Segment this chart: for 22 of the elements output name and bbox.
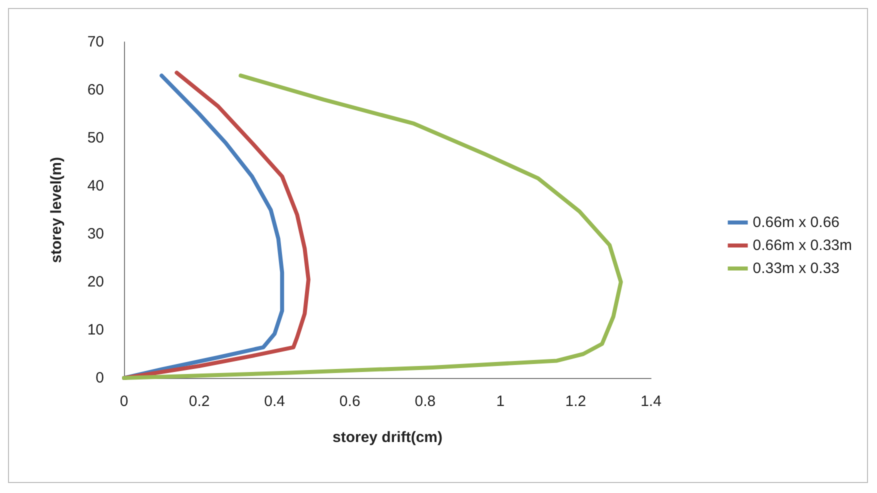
y-tick-label: 30 [87,226,104,242]
x-tick-label: 1.4 [640,393,662,410]
y-tick-label: 50 [87,130,104,146]
x-tick-label: 1 [496,393,505,410]
x-axis-title: storey drift(cm) [332,429,443,446]
x-tick-label: 0.2 [188,393,210,410]
y-tick-label: 10 [87,322,104,338]
y-tick-label: 60 [87,82,104,98]
legend-label: 0.66m x 0.66 [752,214,840,231]
legend-label: 0.66m x 0.33m [752,237,852,254]
x-tick-label: 0.4 [264,393,285,410]
line-series [122,74,623,380]
y-tick-label: 20 [87,274,104,290]
y-tick-label: 0 [96,370,104,386]
x-tick-label: 0.6 [339,393,360,410]
y-tick-label: 70 [87,34,104,50]
x-tick-label: 0.8 [414,393,436,410]
y-axis-title: storey level(m) [48,157,65,263]
x-tick-label: 0 [120,393,128,410]
legend-label: 0.33m x 0.33 [752,260,840,277]
x-tick-label: 1.2 [565,393,586,410]
y-tick-label: 40 [87,178,104,194]
